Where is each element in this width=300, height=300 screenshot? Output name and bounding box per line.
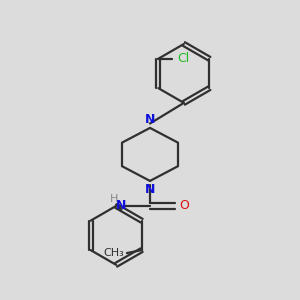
Text: H: H xyxy=(110,194,118,204)
Text: N: N xyxy=(145,183,155,196)
Text: Cl: Cl xyxy=(177,52,189,65)
Text: N: N xyxy=(145,112,155,126)
Text: N: N xyxy=(116,200,127,212)
Text: O: O xyxy=(179,200,189,212)
Text: CH₃: CH₃ xyxy=(104,248,124,258)
